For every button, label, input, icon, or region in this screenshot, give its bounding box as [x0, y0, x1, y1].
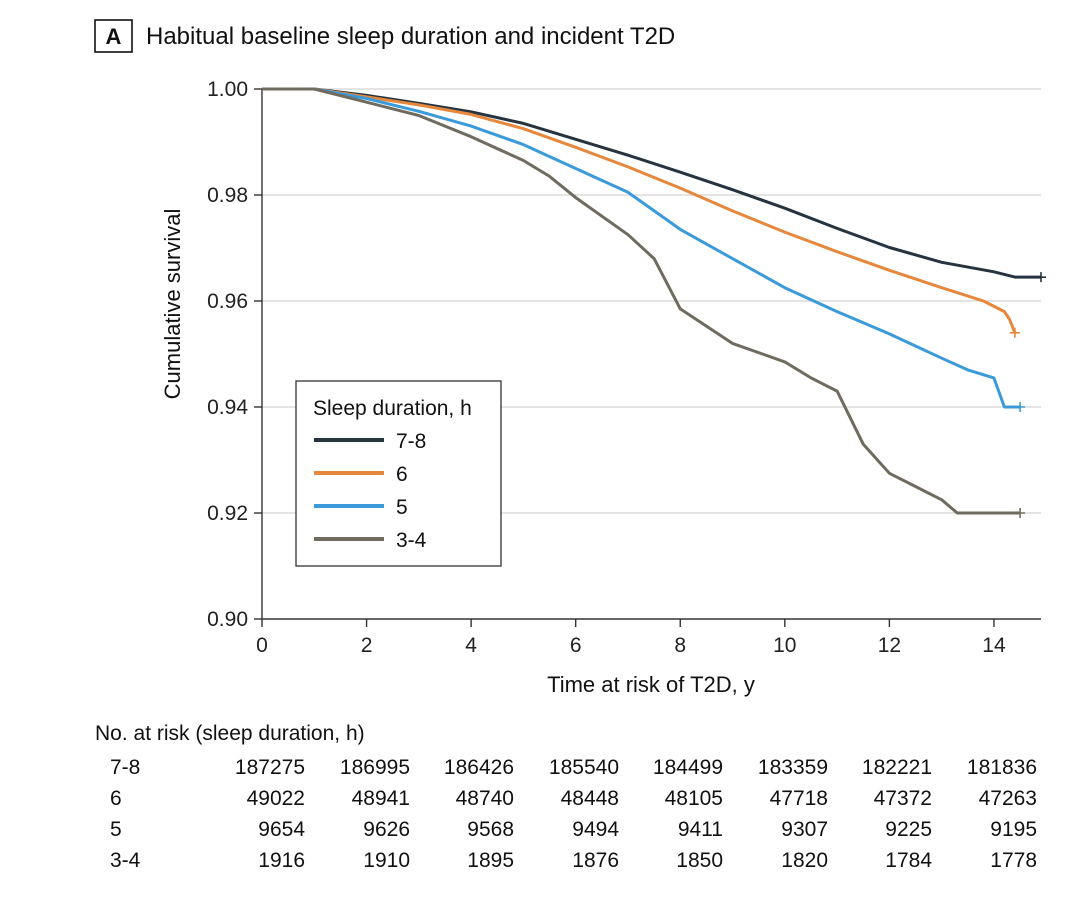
risk-cell: 9307 [781, 818, 828, 841]
risk-cell: 186426 [444, 756, 514, 779]
risk-cell: 47718 [770, 787, 828, 810]
legend-items: 7-8 6 5 3-4 [314, 430, 427, 552]
legend-label: 5 [396, 496, 408, 519]
legend-label: 3-4 [396, 529, 427, 552]
censor-mark [1015, 402, 1026, 412]
risk-cell: 9494 [572, 818, 619, 841]
x-tick-label: 14 [982, 634, 1006, 657]
legend-title: Sleep duration, h [313, 397, 472, 420]
series-line-7-8 [262, 87, 1041, 279]
risk-cell: 9654 [258, 818, 305, 841]
risk-cell: 9568 [467, 818, 514, 841]
x-tick-label: 4 [465, 634, 477, 657]
x-tick-label: 0 [256, 634, 268, 657]
risk-cell: 48448 [561, 787, 619, 810]
y-tick-label: 0.96 [207, 290, 248, 313]
panel-label: A [106, 24, 122, 49]
risk-cell: 184499 [653, 756, 723, 779]
risk-cell: 1820 [781, 849, 828, 872]
series-line-3-4 [262, 87, 1021, 515]
risk-cell: 48105 [665, 787, 723, 810]
risk-cell: 181836 [967, 756, 1037, 779]
risk-row-label: 6 [110, 787, 122, 810]
legend-label: 6 [396, 463, 408, 486]
censor-mark [1009, 327, 1020, 338]
y-axis-title: Cumulative survival [160, 209, 185, 400]
x-tick-label: 6 [570, 634, 582, 657]
risk-cell: 1876 [572, 849, 619, 872]
risk-cell: 186995 [340, 756, 410, 779]
risk-cell: 1910 [363, 849, 410, 872]
risk-cell: 9225 [885, 818, 932, 841]
risk-cell: 1895 [467, 849, 514, 872]
y-axis-ticks: 0.90 0.92 0.94 0.96 0.98 1.00 [207, 78, 262, 631]
x-tick-label: 10 [773, 634, 796, 657]
y-tick-label: 0.94 [207, 396, 248, 419]
y-tick-label: 0.92 [207, 502, 248, 525]
chart-title: Habitual baseline sleep duration and inc… [146, 23, 675, 50]
risk-table: No. at risk (sleep duration, h) 7-8 18727… [95, 722, 1037, 872]
censor-mark [1015, 508, 1026, 518]
risk-cell: 9626 [363, 818, 410, 841]
risk-row-label: 5 [110, 818, 122, 841]
x-axis-ticks: 0 2 4 6 8 10 12 14 [256, 619, 1006, 657]
risk-cell: 1916 [258, 849, 305, 872]
risk-cell: 1778 [990, 849, 1037, 872]
risk-cell: 48941 [352, 787, 410, 810]
risk-table-title: No. at risk (sleep duration, h) [95, 722, 365, 745]
risk-cell: 47372 [874, 787, 932, 810]
risk-cell: 1784 [885, 849, 932, 872]
risk-cell: 48740 [456, 787, 514, 810]
risk-cell: 9411 [678, 818, 723, 841]
plot-area: 0.90 0.92 0.94 0.96 0.98 1.00 0 2 4 6 8 10 12 14 Cum… [160, 78, 1046, 697]
y-tick-label: 0.90 [207, 608, 248, 631]
risk-cell: 49022 [247, 787, 305, 810]
legend-label: 7-8 [396, 430, 426, 453]
series-line-6 [262, 87, 1017, 334]
panel-header: A Habitual baseline sleep duration and i… [94, 19, 675, 53]
y-tick-label: 1.00 [207, 78, 248, 101]
risk-cell: 47263 [979, 787, 1037, 810]
censor-mark [1036, 272, 1046, 283]
risk-cell: 182221 [862, 756, 932, 779]
x-tick-label: 2 [361, 634, 373, 657]
panel-label-box [94, 19, 133, 53]
risk-table-rows: 7-8 187275 186995 186426 185540 184499 183359 1… [110, 756, 1037, 872]
x-tick-label: 8 [674, 634, 686, 657]
risk-row-label: 7-8 [110, 756, 140, 779]
x-tick-label: 12 [878, 634, 901, 657]
y-tick-label: 0.98 [207, 184, 248, 207]
legend: Sleep duration, h 7-8 6 5 3-4 [295, 380, 502, 567]
risk-cell: 187275 [235, 756, 305, 779]
risk-cell: 9195 [990, 818, 1037, 841]
risk-row-label: 3-4 [110, 849, 141, 872]
risk-cell: 183359 [758, 756, 828, 779]
series-line-5 [262, 87, 1021, 409]
x-axis-title: Time at risk of T2D, y [547, 672, 755, 697]
series-layer [262, 87, 1046, 518]
risk-cell: 185540 [549, 756, 619, 779]
risk-cell: 1850 [676, 849, 723, 872]
